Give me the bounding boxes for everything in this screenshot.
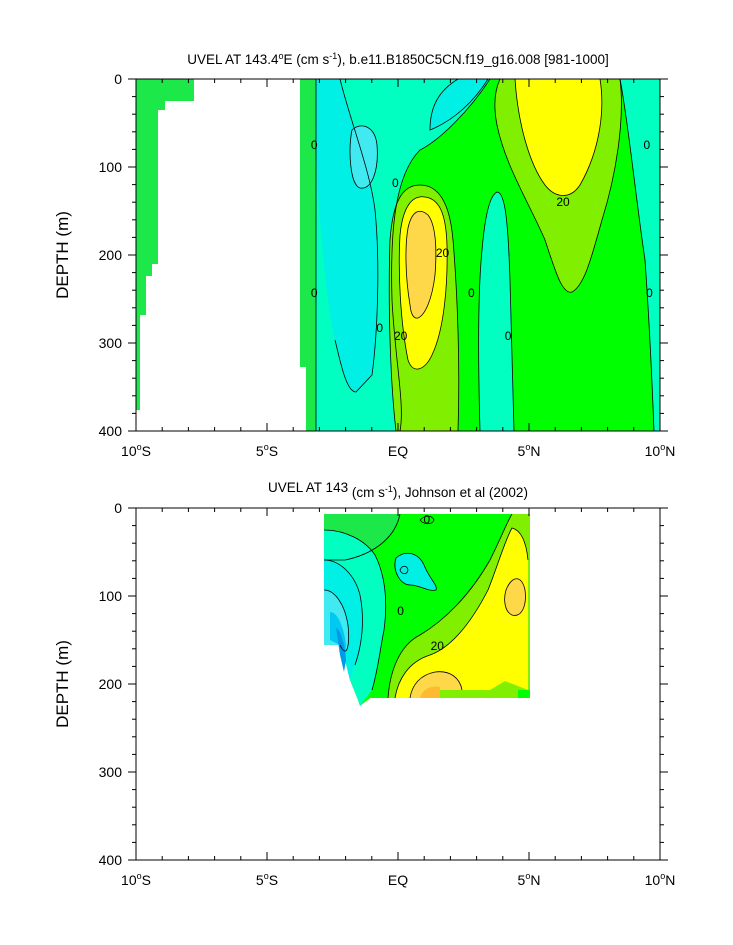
top-contour-label: 0 (646, 286, 653, 300)
top-contour-label: 0 (376, 321, 383, 335)
bottom-x-tick-label: 5oS (256, 871, 278, 888)
bottom-x-tick-label: 5oN (518, 871, 541, 888)
top-contour-fills (136, 79, 660, 431)
top-fill-western-steps (136, 79, 194, 410)
bottom-y-tick-label: 200 (99, 676, 123, 692)
top-fill-east-teal (620, 79, 660, 431)
bottom-x-tick-label: 10oS (121, 871, 151, 888)
top-contour-label: 0 (505, 329, 512, 343)
top-fill-western-white (136, 410, 140, 431)
top-y-tick-label: 200 (99, 247, 123, 263)
bottom-fill-blue (336, 628, 346, 672)
bottom-contour-line (323, 559, 363, 666)
top-contour-line (514, 79, 603, 196)
bottom-chart-title: UVEL AT 143 (cm s-1), Johnson et al (200… (268, 480, 528, 500)
top-y-tick-label: 100 (99, 159, 123, 175)
top-contour-label: 0 (392, 176, 399, 190)
top-fill-east-yellow (515, 79, 602, 196)
top-contour-label: 0 (311, 138, 318, 152)
bottom-fill-orange (420, 686, 440, 698)
bottom-contour-line (394, 527, 529, 699)
top-contour-lines (315, 79, 655, 431)
top-fill-strip (300, 79, 316, 431)
top-fill-jet-core (405, 211, 436, 319)
bottom-contour-line (323, 589, 349, 652)
top-y-tick-label: 300 (99, 335, 123, 351)
bottom-y-tick-label: 300 (99, 764, 123, 780)
top-contour-label: 0 (644, 138, 651, 152)
top-contour-label: 0 (468, 286, 475, 300)
top-contour-line (391, 79, 491, 431)
top-chart-title: UVEL AT 143.4oE (cm s-1), b.e11.B1850C5C… (187, 51, 609, 67)
bottom-contour-label: 20 (431, 639, 445, 653)
top-contour-line (478, 191, 515, 431)
top-y-axis-label: DEPTH (m) (53, 211, 72, 299)
bottom-y-tick-label: 400 (99, 852, 123, 868)
top-contour-line (494, 79, 622, 293)
bottom-contour-line (504, 578, 526, 616)
top-contour-line (429, 79, 489, 131)
bottom-contour-line (399, 565, 409, 575)
bottom-fill-patch (518, 690, 530, 698)
top-contour-label: 0 (311, 286, 318, 300)
bottom-contour-line (387, 513, 513, 699)
top-x-tick-label: EQ (388, 443, 408, 459)
top-x-tick-label: 10oN (645, 442, 676, 459)
top-contour-label: 20 (436, 246, 450, 260)
top-fill-aqua-east (430, 79, 488, 130)
bottom-contour-line (394, 552, 437, 591)
bottom-contour-label: 0 (397, 604, 404, 618)
bottom-x-tick-label: 10oN (645, 871, 676, 888)
top-land-mask (206, 79, 300, 431)
bottom-fill-yellow (395, 528, 528, 698)
top-fill-teal-tongue (478, 192, 514, 431)
bottom-fill-aqua-mid (394, 553, 437, 591)
bottom-y-tick-label: 0 (114, 500, 122, 516)
bottom-contour-line (324, 513, 401, 561)
bottom-contour-lines (323, 513, 529, 699)
top-x-tick-label: 10oS (121, 442, 151, 459)
top-y-tick-label: 0 (114, 71, 122, 87)
top-contour-line (349, 125, 378, 189)
top-contour-labels: 0 0 0 0 0 0 0 0 20 20 20 (311, 138, 653, 343)
bottom-contour-labels: 0 0 20 (397, 512, 444, 653)
top-contour-line (619, 79, 655, 431)
top-contour-label: 20 (394, 329, 408, 343)
bottom-contour-line (419, 515, 435, 525)
top-y-tick-label: 400 (99, 423, 123, 439)
top-contour-line (398, 196, 448, 370)
top-panel: 0 0 0 0 0 0 0 0 20 20 20 0 100 200 300 400 10oS 5oS EQ 5oN… (53, 51, 675, 459)
top-contour-line (334, 79, 379, 393)
top-x-tick-label: 5oN (518, 442, 541, 459)
bottom-contour-fills (324, 514, 530, 706)
top-fill-cyan-blob (350, 125, 378, 189)
bottom-y-tick-label: 100 (99, 588, 123, 604)
bottom-panel: 0 0 20 0 100 200 300 400 10oS 5oS EQ 5oN 10oN UVEL … (53, 480, 675, 888)
bottom-contour-line (409, 671, 463, 699)
top-x-tick-label: 5oS (256, 442, 278, 459)
bottom-fill-gold-east (504, 578, 526, 616)
top-contour-line (388, 184, 460, 431)
bottom-contour-line (323, 529, 387, 691)
bottom-contour-label: 0 (423, 512, 430, 526)
top-contour-line (405, 210, 437, 319)
bottom-y-axis-label: DEPTH (m) (53, 640, 72, 728)
bottom-x-tick-label: EQ (388, 872, 408, 888)
bottom-fill-gold-west (410, 671, 462, 698)
top-contour-label: 20 (556, 195, 570, 209)
